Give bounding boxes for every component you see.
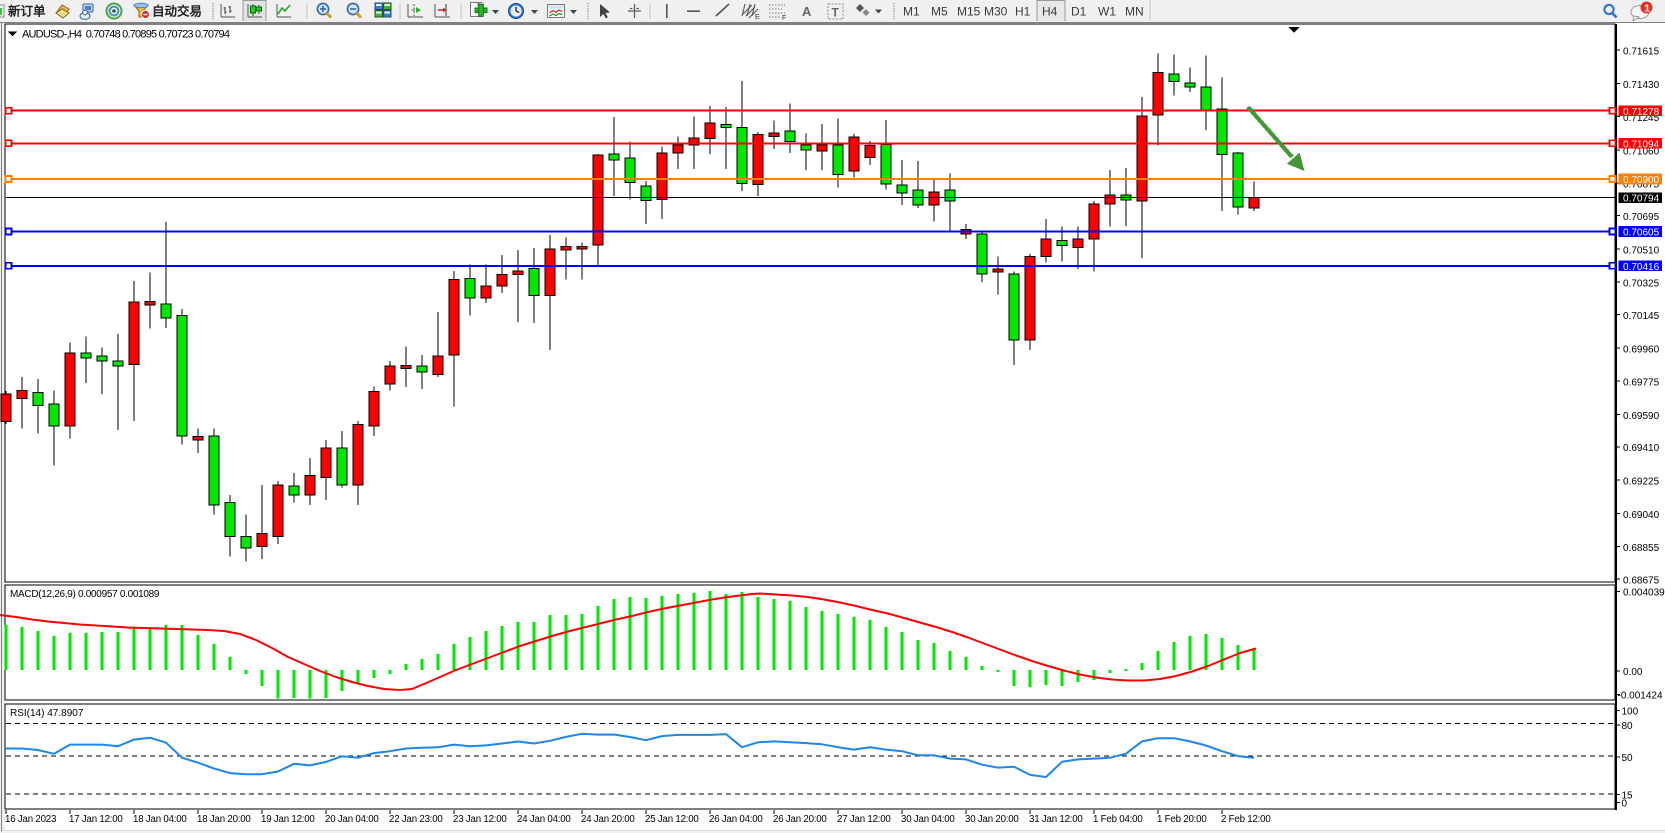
svg-text:26 Jan 04:00: 26 Jan 04:00 <box>709 814 763 825</box>
svg-text:0.70325: 0.70325 <box>1623 279 1660 290</box>
svg-text:0.71615: 0.71615 <box>1623 47 1660 58</box>
svg-text:20 Jan 04:00: 20 Jan 04:00 <box>325 814 379 825</box>
svg-text:22 Jan 23:00: 22 Jan 23:00 <box>389 814 443 825</box>
svg-text:-0.001424: -0.001424 <box>1618 691 1663 702</box>
svg-text:15: 15 <box>1622 791 1634 802</box>
svg-text:1 Feb 20:00: 1 Feb 20:00 <box>1157 814 1207 825</box>
svg-text:0.68855: 0.68855 <box>1623 543 1660 554</box>
svg-text:0.69410: 0.69410 <box>1623 443 1660 454</box>
svg-text:16 Jan 2023: 16 Jan 2023 <box>5 814 56 825</box>
svg-text:新订单: 新订单 <box>8 4 46 19</box>
svg-text:M1: M1 <box>903 5 920 19</box>
svg-text:H1: H1 <box>1015 5 1031 19</box>
svg-text:D1: D1 <box>1071 5 1087 19</box>
svg-text:F: F <box>782 15 786 22</box>
svg-text:2 Feb 12:00: 2 Feb 12:00 <box>1221 814 1271 825</box>
svg-text:80: 80 <box>1622 721 1634 732</box>
svg-text:A: A <box>802 4 812 19</box>
svg-text:17 Jan 12:00: 17 Jan 12:00 <box>69 814 123 825</box>
svg-text:0.71430: 0.71430 <box>1623 80 1660 91</box>
svg-text:0.70900: 0.70900 <box>1623 175 1660 186</box>
svg-text:26 Jan 20:00: 26 Jan 20:00 <box>773 814 827 825</box>
svg-text:0.69590: 0.69590 <box>1623 411 1660 422</box>
svg-text:M5: M5 <box>931 5 948 19</box>
svg-text:31 Jan 12:00: 31 Jan 12:00 <box>1029 814 1083 825</box>
svg-text:MACD(12,26,9) 0.000957 0.00108: MACD(12,26,9) 0.000957 0.001089 <box>10 589 160 600</box>
svg-text:E: E <box>755 14 760 21</box>
svg-text:自动交易: 自动交易 <box>152 4 202 19</box>
svg-text:50: 50 <box>1622 753 1634 764</box>
svg-text:RSI(14) 47.8907: RSI(14) 47.8907 <box>10 708 84 719</box>
svg-text:25 Jan 12:00: 25 Jan 12:00 <box>645 814 699 825</box>
svg-text:100: 100 <box>1622 707 1639 718</box>
svg-text:W1: W1 <box>1098 5 1116 19</box>
svg-text:0.70695: 0.70695 <box>1623 212 1660 223</box>
svg-text:0.70145: 0.70145 <box>1623 311 1660 322</box>
svg-text:0.70875: 0.70875 <box>1623 180 1660 191</box>
svg-text:AUDUSD-,H4 0.70748 0.70895 0.: AUDUSD-,H4 0.70748 0.70895 0.70723 0.707… <box>22 29 230 41</box>
svg-text:0.69775: 0.69775 <box>1623 378 1660 389</box>
svg-text:MN: MN <box>1125 5 1144 19</box>
svg-text:18 Jan 04:00: 18 Jan 04:00 <box>133 814 187 825</box>
svg-text:1 Feb 04:00: 1 Feb 04:00 <box>1093 814 1143 825</box>
svg-text:0.71094: 0.71094 <box>1623 140 1660 151</box>
svg-text:H4: H4 <box>1042 5 1058 19</box>
svg-text:0.00: 0.00 <box>1623 667 1643 678</box>
svg-text:T: T <box>832 6 840 20</box>
svg-text:0.69225: 0.69225 <box>1623 477 1660 488</box>
svg-text:0.70416: 0.70416 <box>1623 262 1660 273</box>
svg-text:0.71245: 0.71245 <box>1623 113 1660 124</box>
svg-text:0.69040: 0.69040 <box>1623 510 1660 521</box>
svg-text:0.71060: 0.71060 <box>1623 146 1660 157</box>
svg-text:18 Jan 20:00: 18 Jan 20:00 <box>197 814 251 825</box>
svg-text:0.69960: 0.69960 <box>1623 344 1660 355</box>
svg-text:23 Jan 12:00: 23 Jan 12:00 <box>453 814 507 825</box>
svg-text:0: 0 <box>1622 799 1628 810</box>
svg-text:0.70510: 0.70510 <box>1623 245 1660 256</box>
svg-text:0.004039: 0.004039 <box>1623 588 1665 599</box>
svg-text:27 Jan 12:00: 27 Jan 12:00 <box>837 814 891 825</box>
svg-text:24 Jan 04:00: 24 Jan 04:00 <box>517 814 571 825</box>
svg-text:0.71278: 0.71278 <box>1623 107 1660 118</box>
svg-text:0.68675: 0.68675 <box>1623 576 1660 587</box>
svg-text:19 Jan 12:00: 19 Jan 12:00 <box>261 814 315 825</box>
svg-text:M30: M30 <box>984 5 1008 19</box>
svg-text:1: 1 <box>1644 3 1650 15</box>
svg-text:M15: M15 <box>957 5 981 19</box>
svg-text:30 Jan 20:00: 30 Jan 20:00 <box>965 814 1019 825</box>
svg-text:24 Jan 20:00: 24 Jan 20:00 <box>581 814 635 825</box>
svg-text:0.70605: 0.70605 <box>1623 228 1660 239</box>
svg-text:30 Jan 04:00: 30 Jan 04:00 <box>901 814 955 825</box>
svg-text:0.70794: 0.70794 <box>1623 194 1660 205</box>
